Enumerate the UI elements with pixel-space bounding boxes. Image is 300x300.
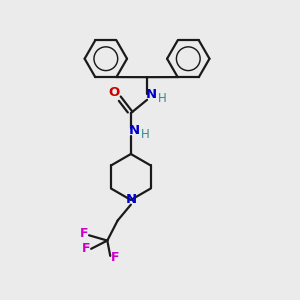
Text: N: N: [145, 88, 156, 101]
Text: F: F: [82, 242, 90, 255]
Text: N: N: [125, 193, 136, 206]
Text: H: H: [141, 128, 150, 141]
Text: F: F: [80, 227, 88, 240]
Text: N: N: [129, 124, 140, 137]
Text: H: H: [158, 92, 166, 106]
Text: O: O: [109, 86, 120, 99]
Text: F: F: [111, 251, 120, 264]
